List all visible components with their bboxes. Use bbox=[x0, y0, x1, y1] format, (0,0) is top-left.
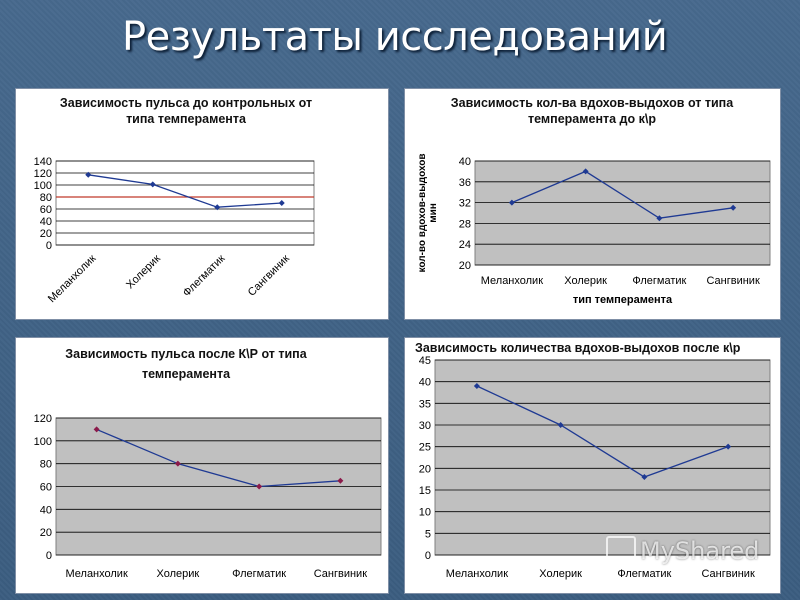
y-tick-label: 60 bbox=[40, 204, 52, 216]
x-tick-label: Флегматик bbox=[617, 568, 671, 580]
chart-pulse-after: Зависимость пульса после К\Р от типа темп… bbox=[15, 337, 389, 594]
x-axis-label: тип темперамента bbox=[573, 294, 673, 306]
plot-area bbox=[55, 160, 315, 246]
watermark-logo-icon bbox=[606, 536, 636, 562]
chart-title: темперамента до к\р bbox=[528, 112, 656, 126]
y-tick-label: 40 bbox=[419, 377, 431, 389]
y-tick-label: 100 bbox=[34, 436, 52, 448]
watermark-text: MyShared bbox=[640, 537, 760, 565]
x-tick-label: Флегматик bbox=[181, 253, 228, 300]
chart-breaths-after: Зависимость количества вдохов-выдохов по… bbox=[404, 337, 781, 594]
series-line bbox=[88, 174, 282, 208]
y-tick-label: 10 bbox=[419, 507, 431, 519]
y-tick-label: 20 bbox=[40, 228, 52, 240]
x-tick-label: Сангвиник bbox=[246, 253, 292, 299]
chart-title: типа темперамента bbox=[126, 112, 247, 126]
chart-breaths-after-svg: Зависимость количества вдохов-выдохов по… bbox=[415, 341, 771, 580]
chart-title: Зависимость количества вдохов-выдохов по… bbox=[415, 341, 741, 355]
y-tick-label: 20 bbox=[40, 527, 52, 539]
y-tick-label: 0 bbox=[46, 240, 52, 252]
data-point bbox=[93, 426, 100, 433]
data-point bbox=[214, 204, 221, 211]
y-tick-label: 5 bbox=[425, 528, 431, 540]
y-tick-label: 40 bbox=[40, 216, 52, 228]
series-line bbox=[511, 170, 734, 219]
y-tick-label: 60 bbox=[40, 482, 52, 494]
data-point bbox=[730, 204, 737, 211]
slide-title: Результаты исследований bbox=[122, 14, 668, 60]
y-tick-label: 40 bbox=[40, 504, 52, 516]
x-tick-label: Сангвиник bbox=[314, 568, 367, 580]
x-tick-label: Меланхолик bbox=[446, 568, 508, 580]
chart-pulse-before: Зависимость пульса до контрольных от типа… bbox=[15, 88, 389, 320]
chart-breaths-before-svg: Зависимость кол-ва вдохов-выдохов от тип… bbox=[417, 96, 771, 306]
x-tick-label: Холерик bbox=[539, 568, 582, 580]
x-tick-label: Флегматик bbox=[232, 568, 286, 580]
y-tick-label: 120 bbox=[34, 413, 52, 425]
chart-title: Зависимость кол-ва вдохов-выдохов от тип… bbox=[451, 96, 734, 110]
chart-breaths-before: Зависимость кол-ва вдохов-выдохов от тип… bbox=[404, 88, 781, 320]
plot-area bbox=[474, 160, 771, 266]
x-tick-label: Холерик bbox=[124, 253, 163, 292]
series-line bbox=[476, 385, 729, 478]
data-point bbox=[149, 181, 156, 188]
y-axis-label: мин bbox=[428, 203, 439, 223]
x-tick-label: Меланхолик bbox=[65, 568, 127, 580]
y-tick-label: 140 bbox=[34, 156, 52, 168]
y-tick-label: 28 bbox=[459, 218, 471, 230]
y-tick-label: 0 bbox=[425, 550, 431, 562]
x-tick-label: Холерик bbox=[564, 275, 607, 287]
y-tick-label: 25 bbox=[419, 442, 431, 454]
y-tick-label: 20 bbox=[459, 260, 471, 272]
y-tick-label: 0 bbox=[46, 550, 52, 562]
x-tick-label: Меланхолик bbox=[46, 253, 99, 306]
series-line bbox=[96, 428, 341, 488]
data-point bbox=[256, 483, 263, 490]
x-tick-label: Сангвиник bbox=[706, 275, 759, 287]
y-tick-label: 15 bbox=[419, 485, 431, 497]
chart-pulse-after-svg: Зависимость пульса после К\Р от типа темп… bbox=[34, 347, 382, 580]
chart-title: Зависимость пульса до контрольных от bbox=[60, 96, 312, 110]
data-point bbox=[557, 422, 564, 428]
data-point bbox=[278, 200, 285, 206]
data-point bbox=[582, 168, 589, 175]
chart-title: Зависимость пульса после К\Р от типа bbox=[65, 347, 307, 361]
y-tick-label: 80 bbox=[40, 459, 52, 471]
data-point bbox=[508, 199, 515, 206]
x-tick-label: Флегматик bbox=[632, 275, 686, 287]
data-point bbox=[656, 215, 663, 222]
y-tick-label: 40 bbox=[459, 156, 471, 168]
y-tick-label: 36 bbox=[459, 177, 471, 189]
data-point bbox=[85, 171, 92, 178]
y-tick-label: 120 bbox=[34, 168, 52, 180]
chart-pulse-before-svg: Зависимость пульса до контрольных от типа… bbox=[34, 96, 315, 306]
watermark: MyShared bbox=[606, 536, 759, 565]
chart-title: темперамента bbox=[142, 367, 231, 381]
y-tick-label: 45 bbox=[419, 355, 431, 367]
x-tick-label: Сангвиник bbox=[701, 568, 754, 580]
y-tick-label: 30 bbox=[419, 420, 431, 432]
data-point bbox=[725, 443, 732, 450]
y-axis-label: кол-во вдохов-выдохов bbox=[417, 153, 428, 272]
data-point bbox=[337, 477, 344, 484]
y-tick-label: 32 bbox=[459, 198, 471, 210]
data-point bbox=[641, 474, 648, 480]
y-tick-label: 35 bbox=[419, 398, 431, 410]
y-tick-label: 20 bbox=[419, 463, 431, 475]
x-tick-label: Меланхолик bbox=[481, 275, 543, 287]
y-tick-label: 80 bbox=[40, 192, 52, 204]
y-tick-label: 24 bbox=[459, 239, 471, 251]
data-point bbox=[473, 383, 480, 389]
x-tick-label: Холерик bbox=[157, 568, 200, 580]
y-tick-label: 100 bbox=[34, 180, 52, 192]
